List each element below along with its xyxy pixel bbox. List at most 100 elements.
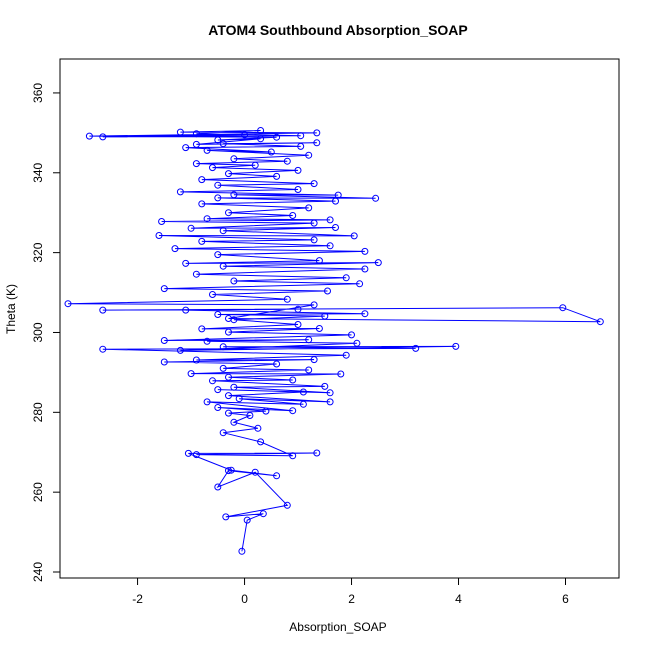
data-point — [219, 364, 227, 372]
y-tick-label: 360 — [31, 83, 45, 103]
data-point — [225, 467, 232, 475]
x-tick-label: 2 — [348, 592, 355, 606]
data-point — [225, 392, 232, 400]
data-point — [198, 176, 206, 184]
x-tick-label: 6 — [562, 592, 569, 606]
data-point — [182, 259, 190, 267]
data-point — [289, 376, 297, 384]
data-point — [267, 148, 275, 156]
series-line — [67, 130, 601, 552]
data-point — [225, 170, 232, 178]
data-point — [230, 277, 238, 285]
data-point — [187, 224, 195, 232]
data-point — [230, 191, 238, 199]
data-point — [289, 407, 297, 415]
data-point — [452, 342, 460, 350]
data-point — [321, 312, 329, 320]
data-point — [315, 257, 323, 265]
data-point — [313, 129, 321, 137]
x-tick-label: 4 — [455, 592, 462, 606]
data-point — [192, 140, 200, 148]
data-point — [257, 127, 265, 134]
data-point — [198, 200, 206, 208]
data-point — [342, 351, 350, 359]
data-point — [99, 345, 107, 353]
y-tick-label: 320 — [31, 242, 45, 262]
data-point — [219, 140, 227, 148]
data-point — [158, 218, 166, 225]
data-point — [262, 407, 270, 415]
data-point — [361, 310, 369, 318]
data-point — [235, 395, 243, 403]
data-point — [203, 337, 211, 345]
data-point — [182, 144, 190, 152]
data-point — [99, 306, 107, 314]
data-point — [203, 398, 211, 406]
data-point — [184, 449, 192, 457]
data-point — [192, 270, 200, 278]
data-point — [176, 128, 184, 136]
data-point — [225, 409, 232, 417]
data-point — [227, 466, 235, 474]
data-point — [209, 291, 216, 298]
data-point — [160, 337, 168, 344]
data-point — [348, 331, 355, 339]
data-point — [350, 232, 358, 240]
data-point — [332, 197, 339, 205]
data-point — [192, 130, 200, 138]
data-point — [257, 438, 265, 446]
data-point — [294, 166, 302, 174]
data-point — [310, 219, 318, 227]
data-point — [273, 133, 281, 141]
data-point — [313, 139, 321, 147]
data-point — [596, 318, 604, 326]
data-point — [192, 451, 200, 459]
data-point — [299, 400, 307, 408]
data-point — [342, 274, 350, 282]
data-point — [305, 366, 313, 374]
data-point — [305, 336, 313, 344]
data-point — [209, 377, 216, 385]
data-point — [155, 232, 163, 239]
data-point — [219, 429, 227, 437]
x-axis: -2 0 2 4 6 — [132, 577, 569, 606]
data-point — [283, 157, 291, 165]
data-point — [326, 242, 334, 250]
data-point — [214, 483, 222, 491]
data-point — [230, 418, 238, 426]
data-point — [209, 164, 216, 172]
data-point — [259, 510, 267, 518]
data-point — [203, 215, 211, 223]
data-point — [225, 328, 232, 336]
data-point — [332, 224, 339, 231]
y-axis-label: Theta (K) — [4, 284, 18, 334]
data-point — [219, 343, 227, 351]
data-point — [334, 191, 342, 199]
data-point — [214, 194, 222, 202]
x-tick-label: 0 — [241, 592, 248, 606]
data-point — [283, 501, 291, 509]
x-tick-label: -2 — [132, 592, 143, 606]
data-point — [559, 304, 567, 312]
data-point — [222, 513, 230, 521]
data-point — [289, 212, 297, 219]
data-point — [412, 344, 420, 352]
data-point — [310, 301, 318, 309]
data-point — [273, 472, 281, 480]
data-point — [238, 547, 246, 555]
data-point — [160, 358, 168, 366]
data-point — [337, 370, 345, 378]
data-point — [294, 186, 302, 193]
data-point — [176, 188, 184, 196]
chart-title: ATOM4 Southbound Absorption_SOAP — [208, 22, 468, 38]
data-point — [225, 209, 232, 217]
data-point — [361, 265, 369, 273]
y-tick-label: 340 — [31, 162, 45, 182]
data-point — [198, 237, 206, 245]
data-point — [219, 227, 227, 235]
data-point — [353, 339, 361, 347]
data-point — [361, 247, 369, 255]
data-point — [230, 383, 238, 391]
y-tick-label: 280 — [31, 402, 45, 422]
data-point — [203, 146, 211, 154]
